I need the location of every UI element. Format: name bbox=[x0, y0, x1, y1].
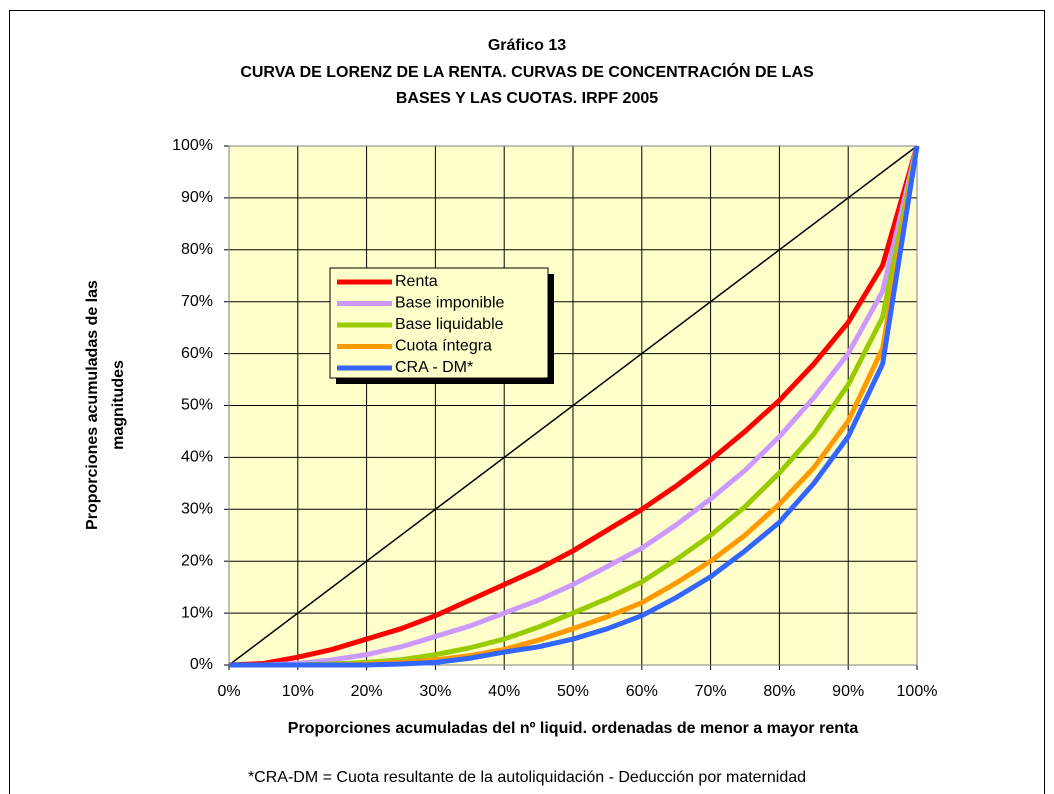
series-line bbox=[229, 145, 920, 668]
x-tick-label: 100% bbox=[897, 683, 938, 700]
x-tick-label: 0% bbox=[217, 683, 240, 700]
y-tick-label: 20% bbox=[181, 552, 213, 569]
legend-label: Base liquidable bbox=[395, 316, 504, 333]
x-tick-label: 70% bbox=[695, 683, 727, 700]
x-tick-label: 80% bbox=[763, 683, 795, 700]
plot-border bbox=[228, 145, 918, 666]
y-tick-label: 70% bbox=[181, 293, 213, 310]
x-tick-label: 30% bbox=[419, 683, 451, 700]
series-line bbox=[228, 145, 920, 668]
chart-subtitle: CURVA DE LORENZ DE LA RENTA. CURVAS DE C… bbox=[240, 62, 814, 81]
x-tick-label: 90% bbox=[832, 683, 864, 700]
y-axis-label: Proporciones acumuladas de las bbox=[84, 280, 101, 530]
y-tick-label: 30% bbox=[181, 501, 213, 518]
legend-label: Base imponible bbox=[395, 295, 505, 312]
legend-label: Cuota íntegra bbox=[395, 338, 492, 355]
x-tick-label: 40% bbox=[488, 683, 520, 700]
y-tick-label: 10% bbox=[181, 604, 213, 621]
legend-label: CRA - DM* bbox=[395, 359, 473, 376]
x-tick-label: 50% bbox=[557, 683, 589, 700]
chart-title: Gráfico 13 bbox=[488, 37, 566, 54]
x-axis-label: Proporciones acumuladas del nº liquid. o… bbox=[288, 720, 859, 737]
legend-label: Renta bbox=[395, 273, 438, 290]
y-tick-label: 40% bbox=[181, 449, 213, 466]
equality-line bbox=[228, 145, 918, 666]
y-tick-label: 100% bbox=[172, 137, 213, 154]
y-axis-label: magnitudes bbox=[110, 360, 127, 450]
y-tick-label: 60% bbox=[181, 345, 213, 362]
y-tick-label: 90% bbox=[181, 189, 213, 206]
footnote: *CRA-DM = Cuota resultante de la autoliq… bbox=[248, 769, 806, 786]
y-tick-label: 0% bbox=[190, 656, 213, 673]
chart-subtitle: BASES Y LAS CUOTAS. IRPF 2005 bbox=[396, 90, 658, 107]
x-tick-label: 60% bbox=[626, 683, 658, 700]
x-tick-label: 10% bbox=[282, 683, 314, 700]
y-tick-label: 50% bbox=[181, 397, 213, 414]
y-tick-label: 80% bbox=[181, 241, 213, 258]
series-line bbox=[229, 145, 920, 668]
x-tick-label: 20% bbox=[351, 683, 383, 700]
